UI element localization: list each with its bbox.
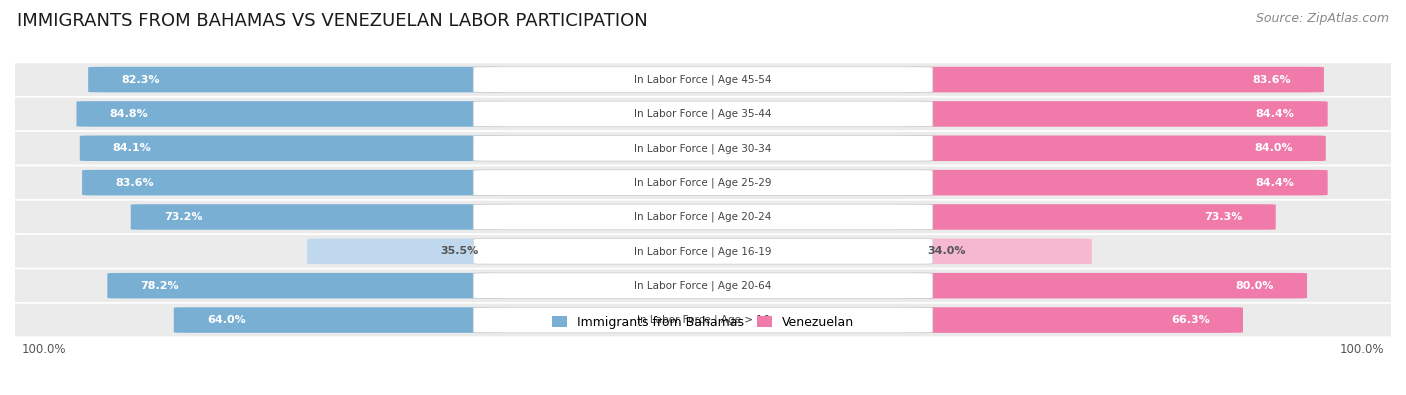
Text: 84.8%: 84.8% — [110, 109, 148, 119]
FancyBboxPatch shape — [474, 239, 932, 264]
FancyBboxPatch shape — [1, 98, 1405, 130]
FancyBboxPatch shape — [1, 304, 1405, 337]
Text: 82.3%: 82.3% — [121, 75, 160, 85]
FancyBboxPatch shape — [474, 101, 932, 127]
Text: In Labor Force | Age 16-19: In Labor Force | Age 16-19 — [634, 246, 772, 257]
Text: 100.0%: 100.0% — [1340, 343, 1384, 356]
FancyBboxPatch shape — [900, 239, 1092, 264]
FancyBboxPatch shape — [900, 204, 1275, 230]
FancyBboxPatch shape — [1, 166, 1405, 199]
Text: 83.6%: 83.6% — [1253, 75, 1291, 85]
Text: 84.1%: 84.1% — [112, 143, 152, 153]
FancyBboxPatch shape — [900, 273, 1308, 299]
Text: In Labor Force | Age 25-29: In Labor Force | Age 25-29 — [634, 177, 772, 188]
Text: In Labor Force | Age 35-44: In Labor Force | Age 35-44 — [634, 109, 772, 119]
Text: 80.0%: 80.0% — [1236, 281, 1274, 291]
FancyBboxPatch shape — [474, 67, 932, 92]
Text: 84.4%: 84.4% — [1256, 178, 1295, 188]
FancyBboxPatch shape — [474, 273, 932, 299]
FancyBboxPatch shape — [900, 67, 1324, 92]
FancyBboxPatch shape — [1, 201, 1405, 233]
Text: In Labor Force | Age 30-34: In Labor Force | Age 30-34 — [634, 143, 772, 154]
FancyBboxPatch shape — [900, 307, 1243, 333]
Text: In Labor Force | Age 45-54: In Labor Force | Age 45-54 — [634, 74, 772, 85]
FancyBboxPatch shape — [1, 235, 1405, 268]
Text: 78.2%: 78.2% — [141, 281, 179, 291]
FancyBboxPatch shape — [474, 307, 932, 333]
Text: 73.2%: 73.2% — [163, 212, 202, 222]
Text: 34.0%: 34.0% — [928, 246, 966, 256]
FancyBboxPatch shape — [1, 132, 1405, 165]
Text: In Labor Force | Age 20-64: In Labor Force | Age 20-64 — [634, 280, 772, 291]
FancyBboxPatch shape — [474, 170, 932, 196]
FancyBboxPatch shape — [900, 170, 1327, 196]
FancyBboxPatch shape — [131, 204, 506, 230]
FancyBboxPatch shape — [1, 269, 1405, 302]
FancyBboxPatch shape — [474, 135, 932, 161]
Text: IMMIGRANTS FROM BAHAMAS VS VENEZUELAN LABOR PARTICIPATION: IMMIGRANTS FROM BAHAMAS VS VENEZUELAN LA… — [17, 12, 648, 30]
Text: 66.3%: 66.3% — [1171, 315, 1211, 325]
Text: Source: ZipAtlas.com: Source: ZipAtlas.com — [1256, 12, 1389, 25]
FancyBboxPatch shape — [80, 135, 506, 161]
Text: In Labor Force | Age > 16: In Labor Force | Age > 16 — [637, 315, 769, 325]
Text: 100.0%: 100.0% — [22, 343, 66, 356]
Text: 84.0%: 84.0% — [1254, 143, 1292, 153]
FancyBboxPatch shape — [174, 307, 506, 333]
Text: 73.3%: 73.3% — [1205, 212, 1243, 222]
FancyBboxPatch shape — [107, 273, 506, 299]
Text: 64.0%: 64.0% — [207, 315, 246, 325]
FancyBboxPatch shape — [900, 101, 1327, 127]
Text: 35.5%: 35.5% — [440, 246, 478, 256]
FancyBboxPatch shape — [76, 101, 506, 127]
Text: In Labor Force | Age 20-24: In Labor Force | Age 20-24 — [634, 212, 772, 222]
FancyBboxPatch shape — [1, 63, 1405, 96]
FancyBboxPatch shape — [82, 170, 506, 196]
FancyBboxPatch shape — [474, 204, 932, 230]
Text: 83.6%: 83.6% — [115, 178, 153, 188]
Legend: Immigrants from Bahamas, Venezuelan: Immigrants from Bahamas, Venezuelan — [547, 311, 859, 334]
FancyBboxPatch shape — [89, 67, 506, 92]
Text: 84.4%: 84.4% — [1256, 109, 1295, 119]
FancyBboxPatch shape — [900, 135, 1326, 161]
FancyBboxPatch shape — [307, 239, 506, 264]
